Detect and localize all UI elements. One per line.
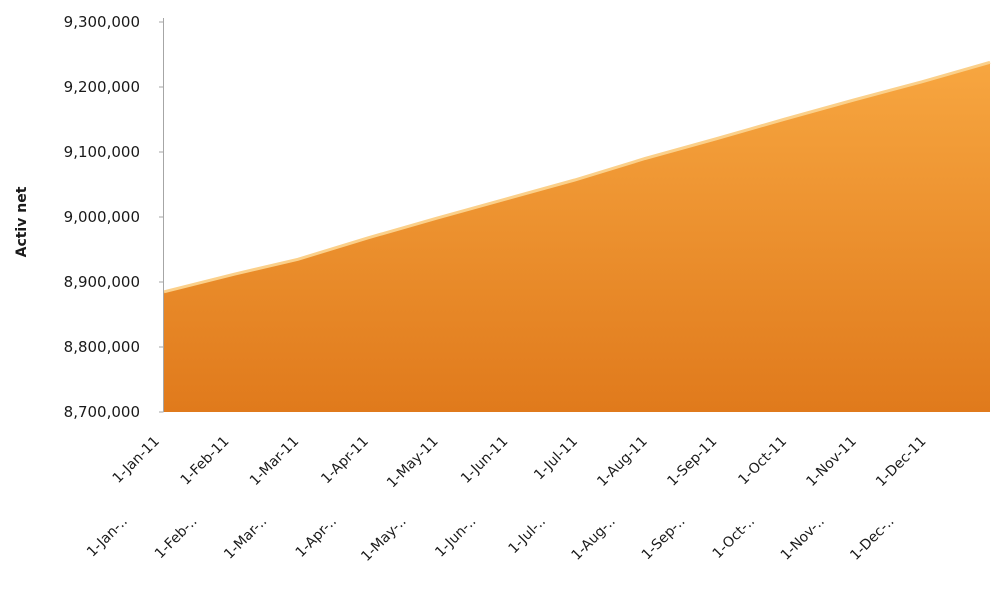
y-tick-label: 8,800,000	[64, 338, 140, 356]
x-tick-label: 1-Jul-11	[531, 434, 581, 484]
area-series-edge	[163, 60, 991, 294]
x-tick-label: 1-Apr-11	[318, 434, 372, 488]
x-tick-label-secondary: 1-Jun-..	[432, 514, 479, 561]
x-tick-label: 1-Aug-11	[594, 434, 650, 490]
y-tick-label: 9,300,000	[64, 13, 140, 31]
x-tick-label-secondary: 1-Apr-..	[293, 514, 340, 561]
y-tick-label: 8,900,000	[64, 273, 140, 291]
y-axis-label: Activ net	[14, 186, 30, 257]
x-tick-label-secondary: 1-Dec-..	[847, 514, 897, 564]
x-tick-label-secondary: 1-Sep-..	[639, 514, 689, 564]
x-tick-label-secondary: 1-Feb-..	[152, 514, 201, 563]
x-tick-label-secondary: 1-Jul-..	[505, 514, 549, 558]
x-tick-label: 1-Oct-11	[735, 434, 790, 489]
x-tick-label: 1-Jan-11	[110, 434, 163, 487]
x-tick-label: 1-May-11	[384, 434, 442, 492]
area-series	[164, 62, 990, 413]
y-axis-ticks: 8,700,000 8,800,000 8,900,000 9,000,000 9,10…	[64, 13, 164, 421]
y-tick-label: 9,000,000	[64, 208, 140, 226]
x-tick-label: 1-Dec-11	[873, 434, 930, 491]
x-tick-label-secondary: 1-Mar-..	[221, 514, 270, 563]
y-tick-label: 9,100,000	[64, 143, 140, 161]
x-tick-label-secondary: 1-Jan-..	[84, 514, 131, 561]
x-tick-label-secondary: 1-Aug-..	[569, 514, 619, 564]
x-tick-label: 1-Nov-11	[803, 434, 859, 490]
x-tick-label-secondary: 1-Oct-..	[710, 514, 758, 562]
x-tick-label: 1-Mar-11	[247, 434, 302, 489]
y-tick-label: 8,700,000	[64, 403, 140, 421]
x-tick-label: 1-Jun-11	[458, 434, 511, 487]
x-axis-ticks: 1-Jan-11 1-Feb-11 1-Mar-11 1-Apr-11 1-May-11…	[84, 434, 930, 565]
x-tick-label-secondary: 1-May-..	[358, 514, 409, 565]
x-tick-label: 1-Sep-11	[664, 434, 720, 490]
y-tick-label: 9,200,000	[64, 78, 140, 96]
x-tick-label: 1-Feb-11	[178, 434, 233, 489]
x-tick-label-secondary: 1-Nov-..	[778, 514, 828, 564]
